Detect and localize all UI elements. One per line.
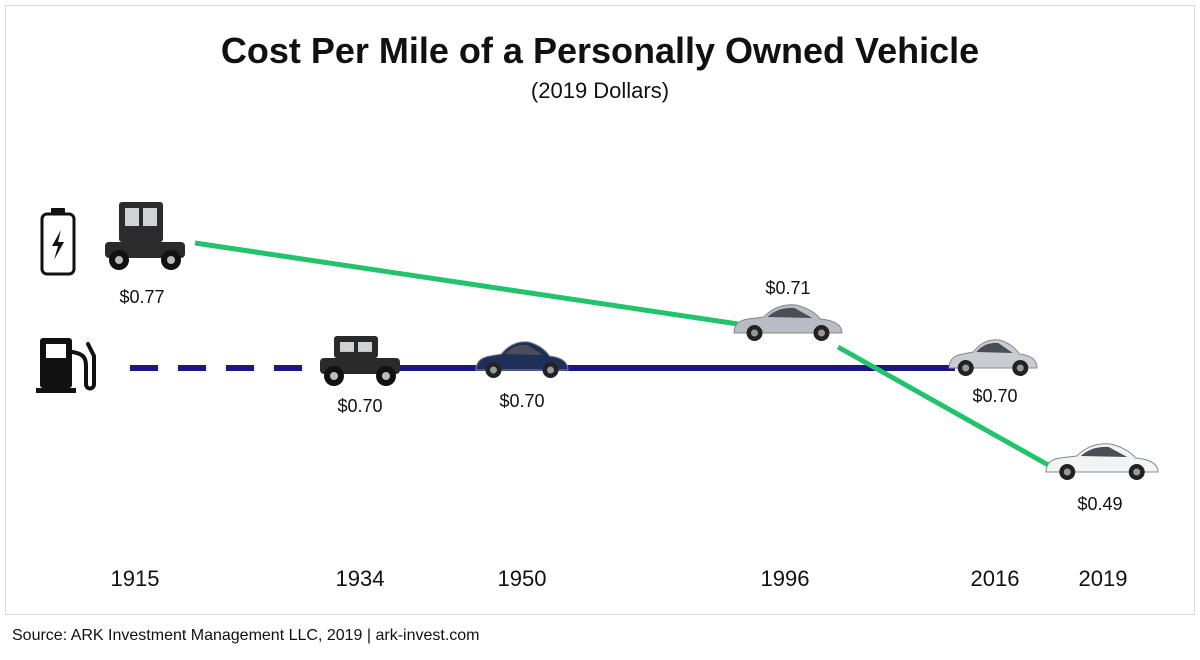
model-a-roadster-icon	[320, 336, 400, 386]
data-label: $0.70	[337, 396, 382, 416]
1950s-sedan-icon	[475, 341, 569, 378]
modern-sedan-icon	[948, 339, 1038, 376]
data-label: $0.49	[1077, 494, 1122, 514]
chart-title: Cost Per Mile of a Personally Owned Vehi…	[221, 30, 979, 71]
chart-frame	[5, 5, 1195, 615]
data-label: $0.70	[499, 391, 544, 411]
chart-subtitle: (2019 Dollars)	[531, 78, 669, 103]
source-note: Source: ARK Investment Management LLC, 2…	[12, 627, 480, 644]
electric-series-line-segment	[194, 240, 739, 327]
x-tick-label: 1915	[111, 566, 160, 591]
battery-icon	[40, 208, 76, 276]
vintage-electric-car-icon	[105, 202, 185, 270]
data-label: $0.71	[765, 278, 810, 298]
x-tick-label: 2019	[1079, 566, 1128, 591]
x-tick-label: 2016	[971, 566, 1020, 591]
gas-pump-icon	[36, 338, 96, 393]
electric-series-line-segment	[836, 344, 1052, 469]
data-label: $0.70	[972, 386, 1017, 406]
x-tick-label: 1934	[336, 566, 385, 591]
data-label: $0.77	[119, 287, 164, 307]
x-tick-label: 1950	[498, 566, 547, 591]
x-tick-label: 1996	[761, 566, 810, 591]
modern-electric-sedan-icon	[1045, 443, 1159, 480]
ev1-car-icon	[733, 304, 843, 341]
